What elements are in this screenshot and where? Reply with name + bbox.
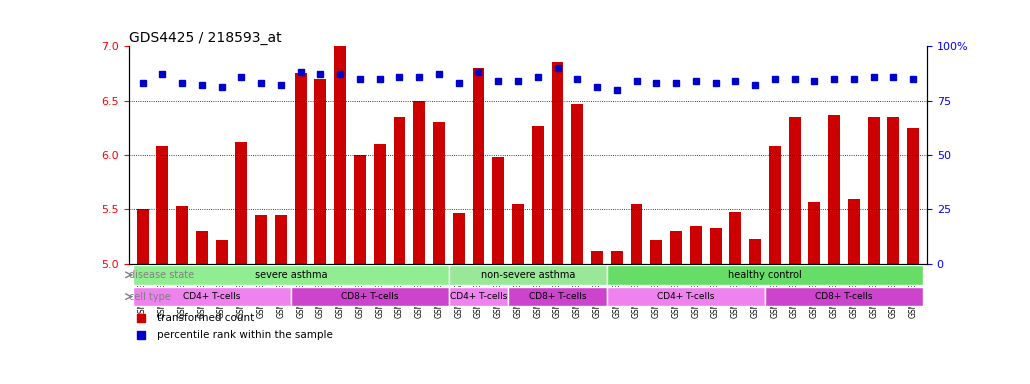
Bar — [671, 231, 682, 264]
Bar — [729, 212, 742, 264]
Text: transformed count: transformed count — [157, 313, 254, 323]
FancyBboxPatch shape — [765, 287, 923, 306]
Text: CD8+ T-cells: CD8+ T-cells — [528, 292, 586, 301]
Bar — [531, 126, 544, 264]
FancyBboxPatch shape — [290, 287, 449, 306]
FancyBboxPatch shape — [449, 265, 607, 285]
FancyBboxPatch shape — [449, 287, 508, 306]
Bar — [236, 142, 247, 264]
Bar — [552, 63, 563, 264]
Bar — [867, 117, 880, 264]
Bar — [492, 157, 504, 264]
FancyBboxPatch shape — [133, 287, 290, 306]
Bar — [848, 199, 860, 264]
Bar — [413, 101, 425, 264]
Text: severe asthma: severe asthma — [254, 270, 327, 280]
Text: CD4+ T-cells: CD4+ T-cells — [657, 292, 715, 301]
Bar — [295, 73, 307, 264]
Bar — [255, 215, 267, 264]
Bar — [393, 117, 406, 264]
FancyBboxPatch shape — [607, 287, 765, 306]
Bar — [512, 204, 524, 264]
Bar — [611, 251, 623, 264]
Bar — [749, 239, 761, 264]
Bar — [650, 240, 662, 264]
Text: GDS4425 / 218593_at: GDS4425 / 218593_at — [129, 31, 281, 45]
Bar — [137, 210, 148, 264]
Bar — [157, 146, 168, 264]
Bar — [314, 79, 327, 264]
Bar — [888, 117, 899, 264]
Bar — [453, 213, 465, 264]
Bar — [630, 204, 643, 264]
Bar — [828, 115, 840, 264]
Text: healthy control: healthy control — [728, 270, 801, 280]
Bar — [769, 146, 781, 264]
Text: CD8+ T-cells: CD8+ T-cells — [816, 292, 872, 301]
FancyBboxPatch shape — [508, 287, 607, 306]
Bar — [473, 68, 484, 264]
Bar — [690, 226, 701, 264]
Bar — [710, 228, 721, 264]
Bar — [196, 231, 208, 264]
Bar — [907, 128, 919, 264]
Text: CD4+ T-cells: CD4+ T-cells — [183, 292, 240, 301]
Bar — [354, 155, 366, 264]
FancyBboxPatch shape — [607, 265, 923, 285]
Text: disease state: disease state — [129, 270, 194, 280]
Bar — [335, 46, 346, 264]
Text: CD4+ T-cells: CD4+ T-cells — [450, 292, 507, 301]
Bar — [572, 104, 583, 264]
Text: percentile rank within the sample: percentile rank within the sample — [157, 330, 333, 340]
Text: CD8+ T-cells: CD8+ T-cells — [341, 292, 399, 301]
FancyBboxPatch shape — [133, 265, 449, 285]
Bar — [275, 215, 286, 264]
Bar — [374, 144, 385, 264]
Text: cell type: cell type — [129, 291, 171, 301]
Bar — [789, 117, 800, 264]
Bar — [215, 240, 228, 264]
Text: non-severe asthma: non-severe asthma — [481, 270, 575, 280]
Bar — [176, 206, 188, 264]
Bar — [809, 202, 820, 264]
Bar — [591, 251, 603, 264]
Bar — [433, 122, 445, 264]
